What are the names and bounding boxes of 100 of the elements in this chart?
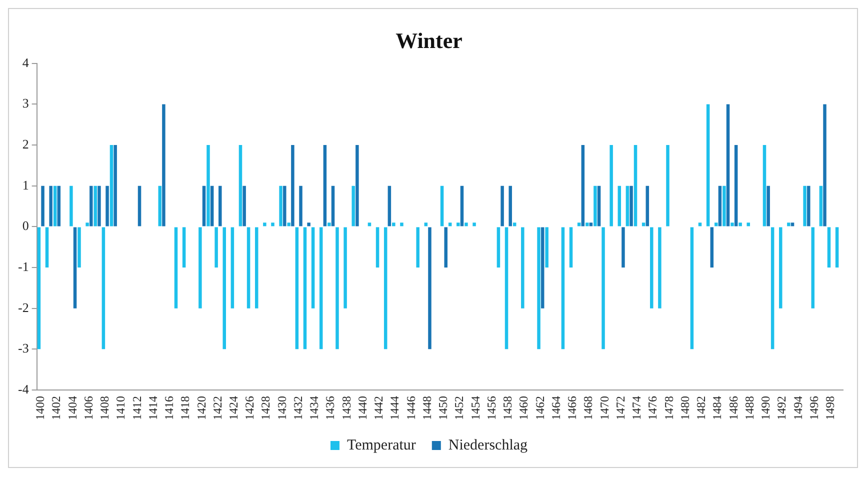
- bar: [746, 222, 750, 226]
- x-tick-label: 1496: [806, 396, 821, 420]
- x-tick-label: 1474: [630, 396, 644, 420]
- bar: [392, 222, 396, 226]
- bar: [279, 186, 282, 226]
- bar: [569, 227, 573, 268]
- x-tick-label: 1486: [726, 396, 740, 420]
- bar: [835, 227, 839, 268]
- bar: [287, 222, 290, 226]
- y-tick-label: 2: [22, 136, 29, 152]
- bar: [328, 222, 331, 226]
- bar: [650, 227, 654, 308]
- x-tick-label: 1424: [226, 396, 240, 420]
- bar: [307, 222, 310, 226]
- x-tick-label: 1494: [790, 396, 805, 420]
- x-tick-label: 1408: [98, 396, 112, 420]
- bar: [41, 186, 44, 226]
- x-tick-label: 1448: [420, 396, 434, 420]
- bar: [602, 227, 605, 350]
- bar: [53, 186, 57, 226]
- x-tick-label: 1466: [565, 396, 580, 420]
- x-tick-label: 1404: [65, 396, 80, 420]
- bar: [158, 186, 162, 226]
- x-tick-label: 1400: [33, 396, 48, 420]
- x-tick-label: 1464: [548, 396, 563, 420]
- bar: [106, 186, 109, 226]
- x-tick-label: 1470: [597, 396, 612, 420]
- x-tick-label: 1420: [194, 396, 208, 420]
- bar: [45, 227, 49, 268]
- x-tick-label: 1450: [436, 396, 450, 420]
- x-tick-label: 1468: [581, 396, 596, 420]
- bar: [504, 227, 508, 350]
- bar: [182, 227, 186, 268]
- bar: [581, 145, 585, 226]
- x-tick-label: 1484: [710, 396, 724, 420]
- bar: [472, 222, 476, 226]
- bar: [738, 222, 742, 226]
- chart-title: Winter: [396, 28, 463, 53]
- bar: [102, 227, 106, 350]
- bar: [440, 186, 444, 226]
- bar: [658, 227, 662, 308]
- bar: [198, 227, 202, 308]
- bar: [803, 186, 806, 226]
- bar: [138, 186, 142, 226]
- bar: [823, 104, 826, 226]
- x-tick-label: 1460: [516, 396, 531, 420]
- bar: [500, 186, 504, 226]
- y-tick-label: 1: [22, 177, 29, 192]
- x-tick-label: 1410: [114, 396, 128, 420]
- bar: [444, 227, 448, 268]
- y-tick-label: 0: [22, 218, 29, 234]
- bar: [218, 186, 222, 226]
- bar: [295, 227, 299, 350]
- bar: [206, 145, 210, 226]
- bar: [283, 186, 286, 226]
- bar: [323, 145, 327, 226]
- bar: [98, 186, 101, 226]
- bar: [496, 227, 500, 268]
- bar: [90, 186, 93, 226]
- x-tick-label: 1418: [178, 396, 192, 420]
- bar: [634, 145, 638, 226]
- bar: [114, 145, 117, 226]
- x-tick-label: 1444: [388, 396, 402, 420]
- bar: [811, 227, 814, 308]
- y-tick-label: -4: [18, 381, 30, 396]
- bar: [49, 186, 52, 226]
- bar: [540, 227, 544, 308]
- bar: [254, 227, 258, 308]
- bar: [714, 222, 718, 226]
- bar: [214, 227, 218, 268]
- bar: [819, 186, 823, 226]
- bar: [787, 222, 790, 226]
- x-tick-label: 1462: [532, 396, 547, 420]
- bar: [521, 227, 524, 308]
- y-tick-label: -3: [18, 340, 29, 356]
- bar: [726, 104, 730, 226]
- x-tick-label: 1432: [290, 396, 305, 420]
- bar: [311, 227, 315, 308]
- bar: [78, 227, 81, 268]
- bar: [376, 227, 380, 268]
- bar: [356, 145, 359, 226]
- bar: [263, 222, 266, 226]
- x-tick-label: 1440: [355, 396, 370, 420]
- bar: [428, 227, 432, 350]
- x-tick-label: 1478: [662, 396, 676, 420]
- bar: [336, 227, 339, 350]
- x-tick-label: 1422: [210, 396, 224, 420]
- y-tick-label: 3: [22, 96, 29, 111]
- x-tick-label: 1438: [339, 396, 354, 420]
- x-tick-label: 1454: [468, 396, 482, 420]
- x-tick-label: 1476: [646, 396, 660, 420]
- bar: [718, 186, 722, 226]
- x-tick-label: 1490: [758, 396, 773, 420]
- bar: [388, 186, 392, 226]
- bar: [778, 227, 782, 308]
- legend-label: Niederschlag: [448, 437, 528, 454]
- bar: [162, 104, 166, 226]
- bar: [537, 227, 540, 350]
- bar: [210, 186, 214, 226]
- y-tick-label: -1: [18, 258, 29, 274]
